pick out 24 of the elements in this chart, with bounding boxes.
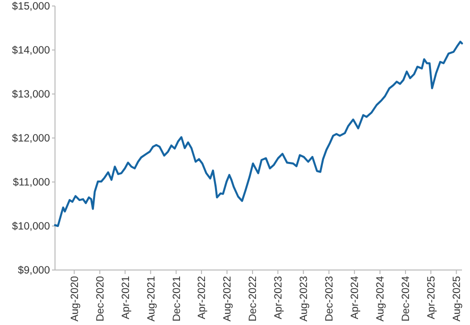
x-tick-label: Aug-2022: [222, 276, 234, 322]
x-tick-label: Aug-2023: [298, 276, 310, 322]
x-tick-label: Dec-2022: [247, 276, 260, 322]
y-tick-label: $11,000: [12, 176, 50, 189]
x-tick-label: Aug-2025: [451, 276, 464, 322]
x-tick-label: Apr-2022: [196, 276, 208, 320]
x-tick-label: Dec-2023: [324, 276, 336, 322]
x-tick-label: Aug-2020: [68, 276, 81, 322]
x-tick-label: Dec-2021: [170, 276, 183, 322]
y-tick-label: $12,000: [12, 132, 50, 145]
x-tick-label: Aug-2024: [374, 276, 387, 322]
y-tick-label: $15,000: [12, 0, 50, 13]
y-tick-label: $13,000: [12, 88, 50, 101]
x-tick-label: Dec-2024: [400, 276, 412, 322]
x-tick-label: Dec-2020: [94, 276, 106, 322]
y-tick-label: $9,000: [18, 264, 50, 277]
x-tick-label: Aug-2021: [145, 276, 158, 322]
y-tick-label: $10,000: [12, 220, 50, 233]
y-tick-label: $14,000: [12, 44, 50, 57]
x-tick-label: Apr-2024: [349, 276, 362, 320]
x-tick-label: Apr-2025: [425, 276, 438, 320]
x-tick-label: Apr-2021: [120, 276, 132, 320]
x-tick-label: Apr-2023: [272, 276, 285, 320]
line-series: [54, 40, 463, 227]
